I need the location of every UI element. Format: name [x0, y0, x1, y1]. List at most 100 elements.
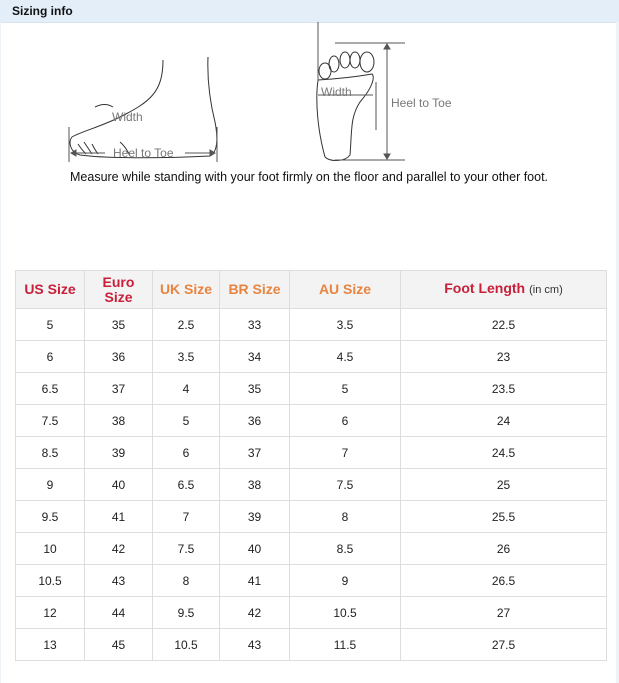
table-cell: 7.5 [15, 404, 85, 437]
table-cell: 42 [219, 596, 290, 629]
column-header-label: BR Size [228, 281, 281, 297]
title: Sizing info [12, 4, 73, 18]
table-cell: 10 [15, 532, 85, 565]
table-cell: 37 [84, 372, 153, 405]
column-header: UK Size [152, 270, 220, 309]
table-cell: 9.5 [15, 500, 85, 533]
table-cell: 7.5 [152, 532, 220, 565]
table-cell: 10.5 [289, 596, 401, 629]
table-cell: 8 [289, 500, 401, 533]
table-row: 9.5 41 7 39 8 25.5 [15, 500, 607, 533]
table-cell: 10.5 [15, 564, 85, 597]
table-cell: 38 [219, 468, 290, 501]
table-row: 12 44 9.5 42 10.5 27 [15, 596, 607, 629]
table-cell: 39 [84, 436, 153, 469]
table-cell: 36 [219, 404, 290, 437]
table-cell: 25 [400, 468, 607, 501]
table-cell: 22.5 [400, 308, 607, 341]
column-header: Euro Size [84, 270, 153, 309]
table-cell: 6 [152, 436, 220, 469]
table-cell: 44 [84, 596, 153, 629]
column-header: Foot Length (in cm) [400, 270, 607, 309]
table-cell: 6 [289, 404, 401, 437]
table-row: 10 42 7.5 40 8.5 26 [15, 532, 607, 565]
side-foot-icon [69, 56, 218, 159]
column-header: BR Size [219, 270, 290, 309]
table-cell: 10.5 [152, 628, 220, 661]
table-cell: 9 [289, 564, 401, 597]
table-row: 9 40 6.5 38 7.5 25 [15, 468, 607, 501]
table-cell: 4.5 [289, 340, 401, 373]
table-cell: 7.5 [289, 468, 401, 501]
table-cell: 3.5 [152, 340, 220, 373]
table-row: 6 36 3.5 34 4.5 23 [15, 340, 607, 373]
table-cell: 45 [84, 628, 153, 661]
content-frame [0, 22, 619, 683]
table-row: 13 45 10.5 43 11.5 27.5 [15, 628, 607, 661]
table-cell: 8.5 [289, 532, 401, 565]
table-cell: 6.5 [15, 372, 85, 405]
side-width-label: Width [112, 110, 143, 124]
title-bar: Sizing info [0, 0, 619, 23]
table-cell: 9.5 [152, 596, 220, 629]
table-cell: 12 [15, 596, 85, 629]
table-row: 7.5 38 5 36 6 24 [15, 404, 607, 437]
table-cell: 6 [15, 340, 85, 373]
table-row: 6.5 37 4 35 5 23.5 [15, 372, 607, 405]
table-cell: 5 [289, 372, 401, 405]
table-cell: 42 [84, 532, 153, 565]
table-cell: 41 [84, 500, 153, 533]
table-row: 10.5 43 8 41 9 26.5 [15, 564, 607, 597]
table-cell: 11.5 [289, 628, 401, 661]
table-cell: 35 [219, 372, 290, 405]
table-cell: 37 [219, 436, 290, 469]
table-cell: 27.5 [400, 628, 607, 661]
table-cell: 8 [152, 564, 220, 597]
unit-label: (in cm) [529, 284, 563, 296]
table-cell: 26 [400, 532, 607, 565]
table-cell: 27 [400, 596, 607, 629]
column-header: AU Size [289, 270, 401, 309]
column-header-label: US Size [24, 281, 76, 297]
table-cell: 9 [15, 468, 85, 501]
table-cell: 23 [400, 340, 607, 373]
table-cell: 2.5 [152, 308, 220, 341]
table-cell: 24.5 [400, 436, 607, 469]
table-row: 8.5 39 6 37 7 24.5 [15, 436, 607, 469]
table-cell: 36 [84, 340, 153, 373]
table-cell: 40 [219, 532, 290, 565]
table-cell: 5 [152, 404, 220, 437]
table-cell: 41 [219, 564, 290, 597]
table-cell: 8.5 [15, 436, 85, 469]
table-cell: 13 [15, 628, 85, 661]
table-cell: 3.5 [289, 308, 401, 341]
table-cell: 6.5 [152, 468, 220, 501]
table-cell: 33 [219, 308, 290, 341]
table-cell: 24 [400, 404, 607, 437]
table-cell: 7 [152, 500, 220, 533]
top-foot-icon [316, 51, 375, 161]
table-cell: 35 [84, 308, 153, 341]
column-header: US Size [15, 270, 85, 309]
column-header-label: Euro Size [102, 273, 135, 305]
foot-measure-diagram: Width Heel to Toe Width Heel to Toe [68, 22, 452, 162]
column-header-label: UK Size [159, 281, 213, 297]
table-cell: 38 [84, 404, 153, 437]
table-cell: 4 [152, 372, 220, 405]
table-cell: 23.5 [400, 372, 607, 405]
table-cell: 40 [84, 468, 153, 501]
table-cell: 25.5 [400, 500, 607, 533]
measure-note: Measure while standing with your foot fi… [70, 170, 549, 184]
side-length-label: Heel to Toe [113, 146, 174, 160]
column-header-label: AU Size [318, 281, 372, 297]
size-chart-table: US Size Euro Size UK Size BR Size AU Size Foo… [15, 270, 607, 661]
table-cell: 34 [219, 340, 290, 373]
table-cell: 5 [15, 308, 85, 341]
table-row: 5 35 2.5 33 3.5 22.5 [15, 308, 607, 341]
table-cell: 43 [219, 628, 290, 661]
table-cell: 39 [219, 500, 290, 533]
top-length-label: Heel to Toe [391, 96, 452, 110]
table-cell: 7 [289, 436, 401, 469]
column-header-label: Foot Length [444, 280, 526, 296]
table-cell: 43 [84, 564, 153, 597]
